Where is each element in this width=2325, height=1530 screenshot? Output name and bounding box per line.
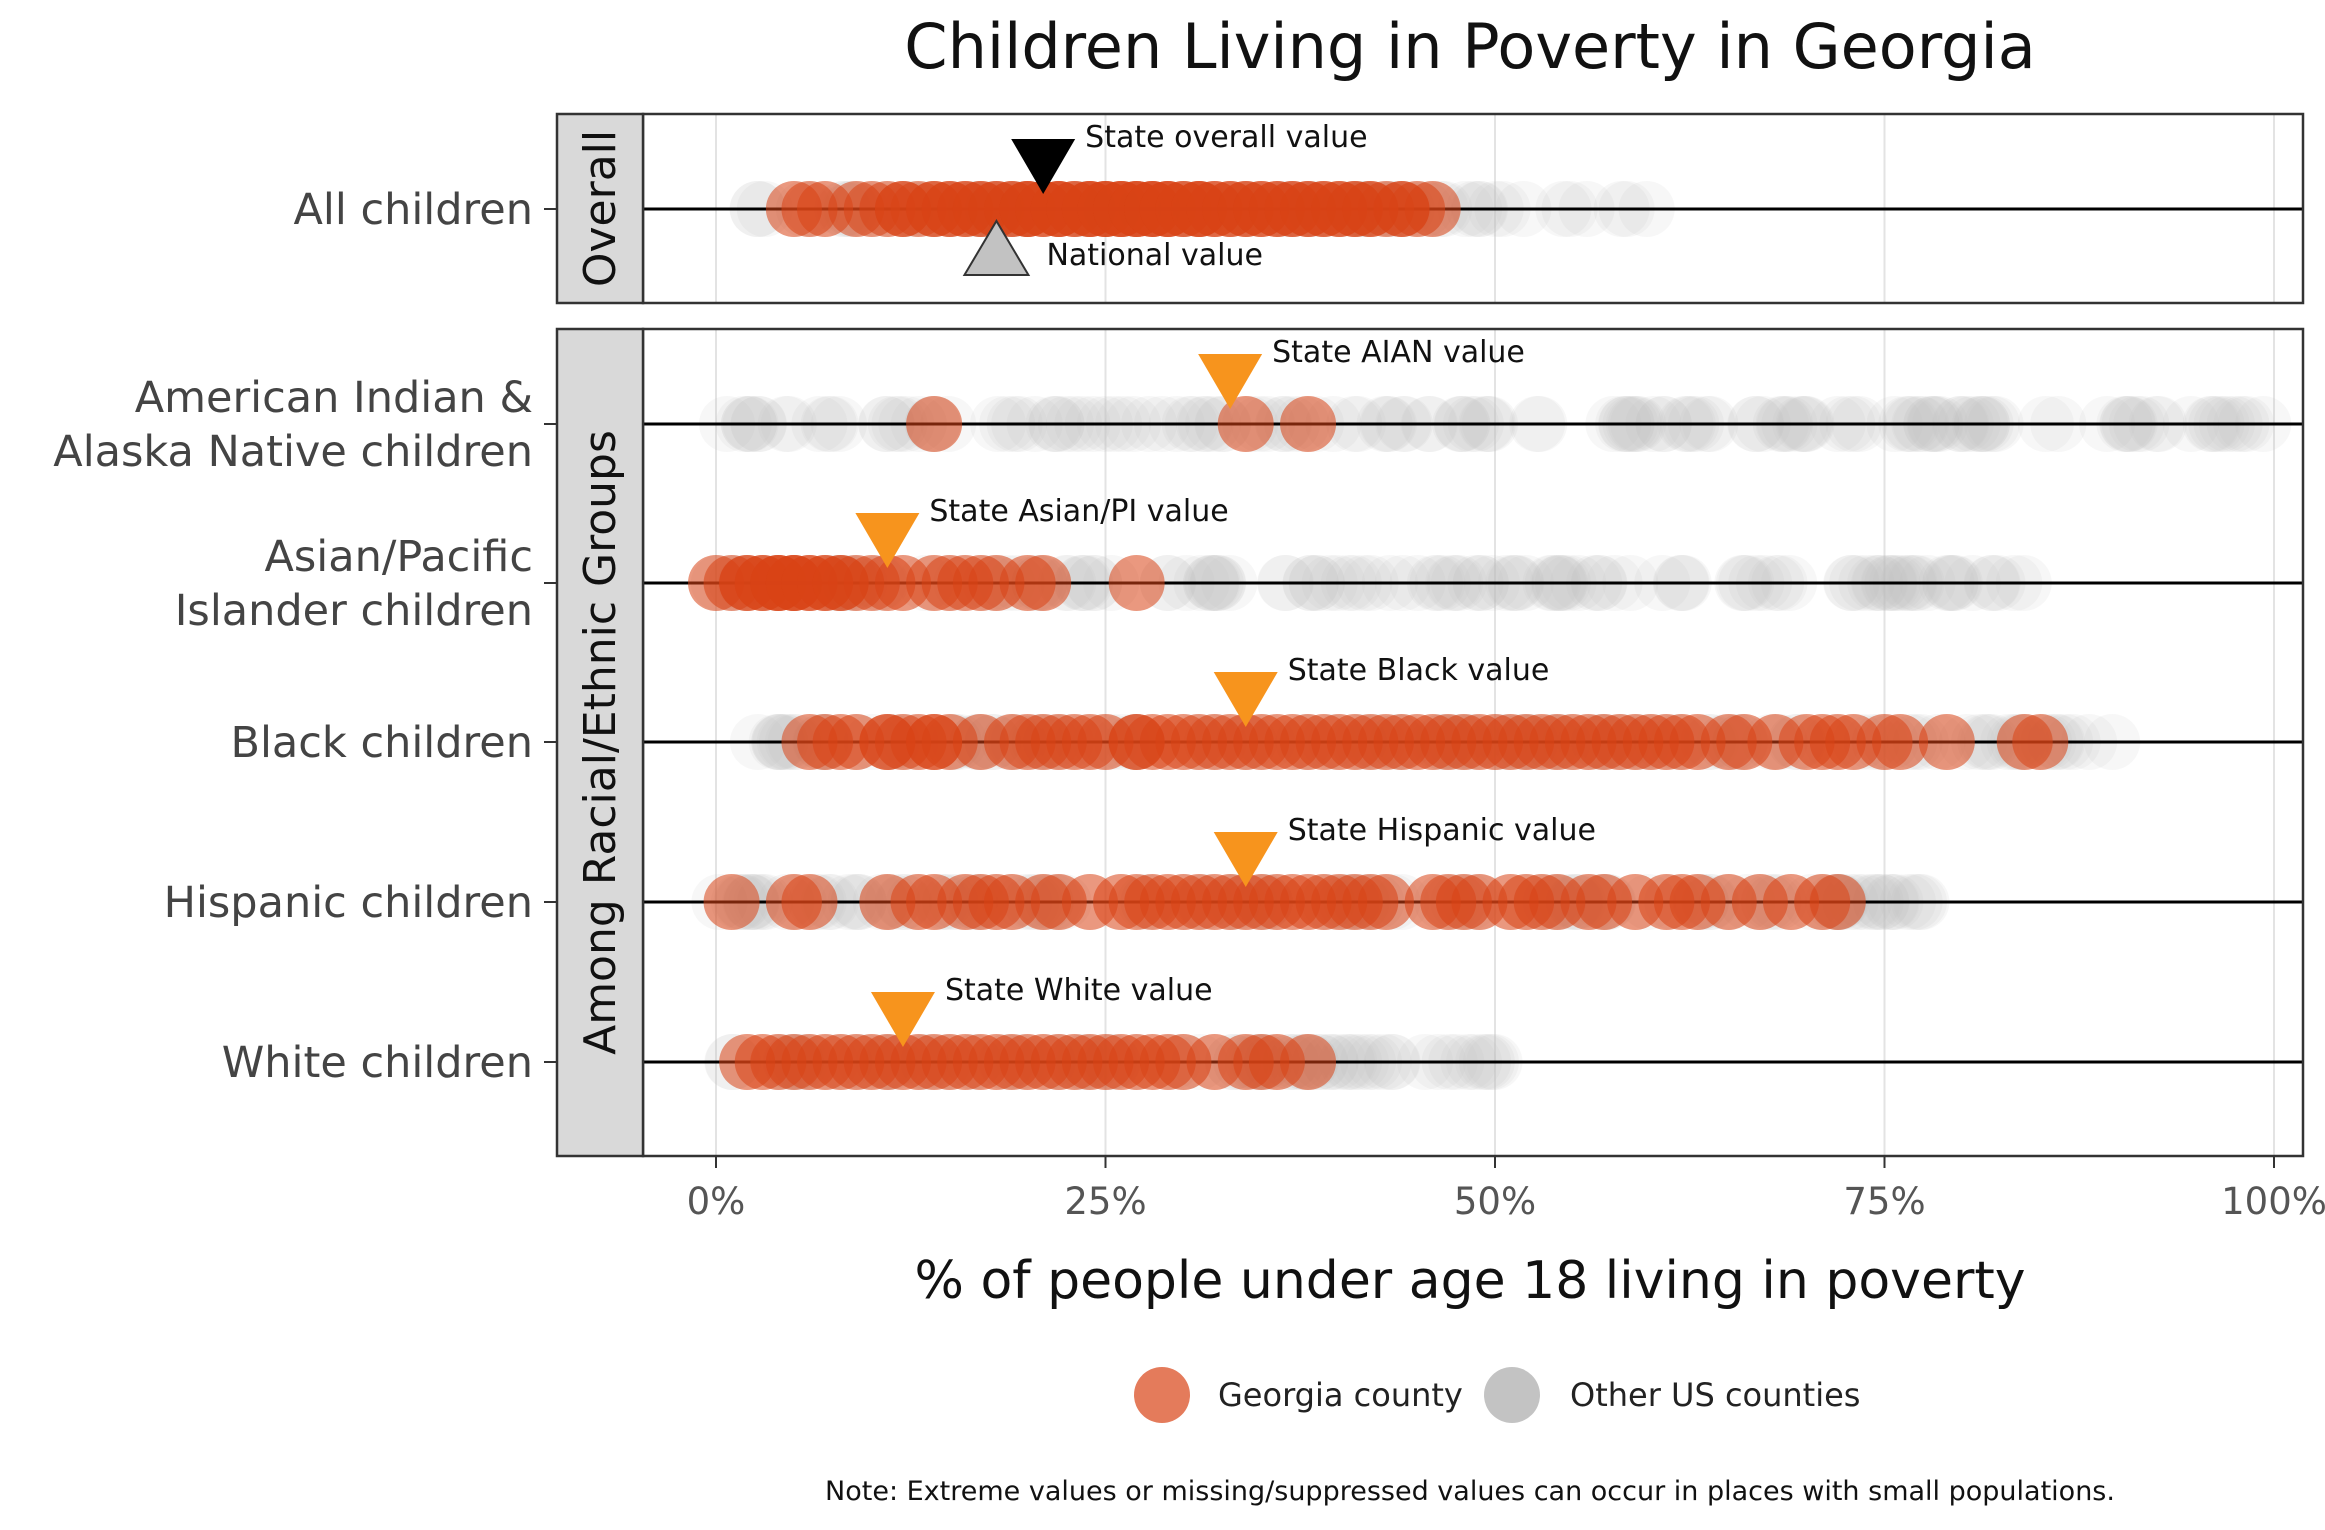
note: Note: Extreme values or missing/suppress…	[825, 1476, 2115, 1507]
georgia-county-point	[1357, 874, 1414, 930]
panels-layer: State overall value National value All chi…	[53, 112, 2305, 1158]
panel-0: State overall value National value All chi…	[293, 112, 2305, 305]
x-tick-label: 50%	[1454, 1180, 1536, 1223]
row-label: All children	[293, 185, 533, 235]
x-tick-label: 0%	[687, 1180, 746, 1223]
georgia-county-point	[1280, 396, 1337, 452]
group-value-marker	[1198, 354, 1263, 409]
marker-label: State Black value	[1288, 653, 1550, 688]
row-1-1: State Asian/PI value Asian/Pacific Islande…	[175, 494, 2303, 636]
row-0-0: State overall value National value All chi…	[293, 120, 2303, 276]
x-axis-title: % of people under age 18 living in pover…	[915, 1251, 2026, 1311]
marker-label: State Hispanic value	[1288, 813, 1596, 848]
marker-label: State Asian/PI value	[929, 494, 1228, 529]
row-label: American Indian & Alaska Native children	[53, 373, 533, 477]
chart-title: Children Living in Poverty in Georgia	[904, 10, 2035, 83]
georgia-county-point	[1015, 555, 1072, 611]
strip-label: Among Racial/Ethnic Groups	[575, 430, 626, 1055]
group-value-marker	[870, 992, 935, 1047]
x-axis: 0% 25% 50% 75% 100%	[687, 1156, 2325, 1223]
state-value-marker	[1011, 139, 1076, 194]
georgia-county-point	[906, 396, 963, 452]
strip	[555, 112, 645, 305]
legend: Georgia county Other US counties	[1134, 1367, 1860, 1423]
georgia-county-point	[1217, 396, 1274, 452]
panel-1: State AIAN value American Indian & Alaska …	[53, 327, 2305, 1158]
georgia-county-point	[703, 874, 760, 930]
georgia-county-point	[2012, 714, 2069, 770]
georgia-county-point	[1280, 1034, 1337, 1090]
georgia-county-point	[1404, 181, 1461, 237]
legend-label: Georgia county	[1218, 1376, 1463, 1414]
group-value-marker	[1213, 832, 1278, 887]
legend-label: Other US counties	[1570, 1376, 1860, 1414]
georgia-county-point	[781, 874, 838, 930]
national-value-marker	[962, 219, 1031, 276]
row-1-0: State AIAN value American Indian & Alaska …	[53, 335, 2303, 477]
strip-label: Overall	[575, 130, 626, 287]
x-tick-label: 75%	[1843, 1180, 1925, 1223]
row-1-3: State Hispanic value Hispanic children	[164, 813, 2303, 930]
legend-swatch	[1484, 1367, 1540, 1423]
marker-label: State overall value	[1085, 120, 1367, 155]
row-1-2: State Black value Black children	[230, 653, 2303, 770]
strip	[555, 327, 645, 1158]
row-label: Black children	[230, 718, 533, 768]
row-label: Hispanic children	[164, 878, 533, 928]
marker-label: National value	[1046, 238, 1263, 273]
group-value-marker	[855, 513, 920, 568]
marker-label: State White value	[945, 973, 1213, 1008]
group-value-marker	[1213, 672, 1278, 727]
georgia-county-point	[1918, 714, 1975, 770]
georgia-county-point	[1108, 555, 1165, 611]
marker-label: State AIAN value	[1272, 335, 1525, 370]
row-1-4: State White value White children	[222, 973, 2303, 1090]
row-label: White children	[222, 1038, 533, 1088]
georgia-county-point	[1872, 714, 1929, 770]
georgia-county-point	[1809, 874, 1866, 930]
x-tick-label: 25%	[1064, 1180, 1146, 1223]
legend-swatch	[1134, 1367, 1190, 1423]
row-label: Asian/Pacific Islander children	[175, 532, 533, 636]
x-tick-label: 100%	[2221, 1180, 2325, 1223]
